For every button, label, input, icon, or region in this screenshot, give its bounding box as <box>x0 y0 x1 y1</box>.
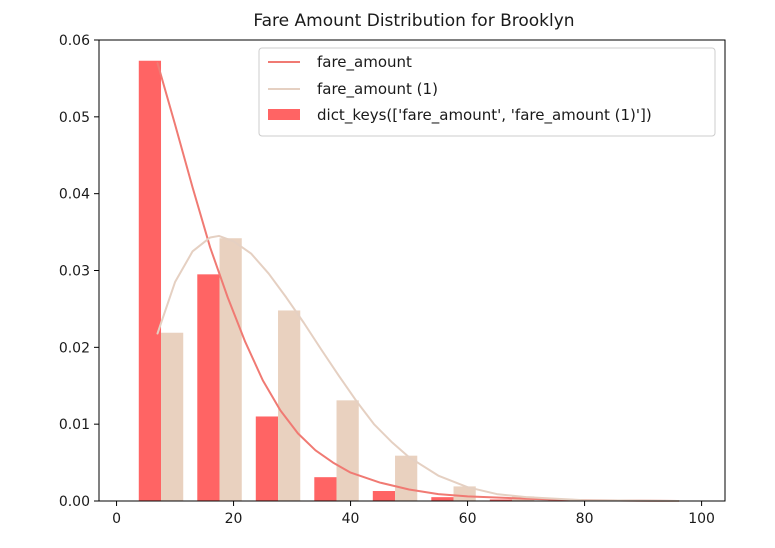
x-tick-label: 0 <box>112 511 121 527</box>
y-tick-label: 0.06 <box>59 33 90 49</box>
bar-series0-2 <box>255 416 279 501</box>
line-series-2 <box>156 62 680 502</box>
bar-series0-1 <box>197 274 220 501</box>
y-tick-label: 0.04 <box>59 187 90 203</box>
legend: fare_amount fare_amount (1) dict_keys(['… <box>258 47 716 137</box>
legend-swatch-dict-keys <box>268 109 300 120</box>
bar-series0-5 <box>431 497 454 501</box>
x-axis: 0 20 40 60 80 100 <box>112 501 715 527</box>
bar-series1-3 <box>336 400 359 501</box>
bar-series0-4 <box>372 491 396 501</box>
bar-series0-0 <box>138 60 162 502</box>
legend-label-fare-amount: fare_amount <box>317 53 412 72</box>
legend-label-dict-keys: dict_keys(['fare_amount', 'fare_amount (… <box>317 106 652 125</box>
y-tick-label: 0.02 <box>59 340 90 356</box>
line-series-3 <box>156 234 680 502</box>
y-tick-label: 0.03 <box>59 264 90 280</box>
x-tick-label: 80 <box>576 511 594 527</box>
bar-series1-2 <box>278 310 301 501</box>
y-tick-label: 0.05 <box>59 110 90 126</box>
bar-series1-0 <box>161 332 184 501</box>
lines-layer <box>156 62 680 502</box>
bar-series1-1 <box>219 238 242 502</box>
y-axis: 0.00 0.01 0.02 0.03 0.04 0.05 0.06 <box>59 33 99 510</box>
bar-series0-6 <box>489 499 513 501</box>
x-tick-label: 60 <box>459 511 477 527</box>
bar-series1-4 <box>395 455 418 501</box>
x-tick-label: 100 <box>688 511 715 527</box>
chart-title: Fare Amount Distribution for Brooklyn <box>253 11 574 31</box>
y-tick-label: 0.01 <box>59 417 90 433</box>
x-tick-label: 20 <box>225 511 243 527</box>
legend-label-fare-amount-1: fare_amount (1) <box>317 80 438 99</box>
x-tick-label: 40 <box>342 511 360 527</box>
y-tick-label: 0.00 <box>59 494 90 510</box>
bars-layer <box>138 60 710 502</box>
legend-box <box>258 47 716 137</box>
bar-series0-3 <box>314 477 337 501</box>
